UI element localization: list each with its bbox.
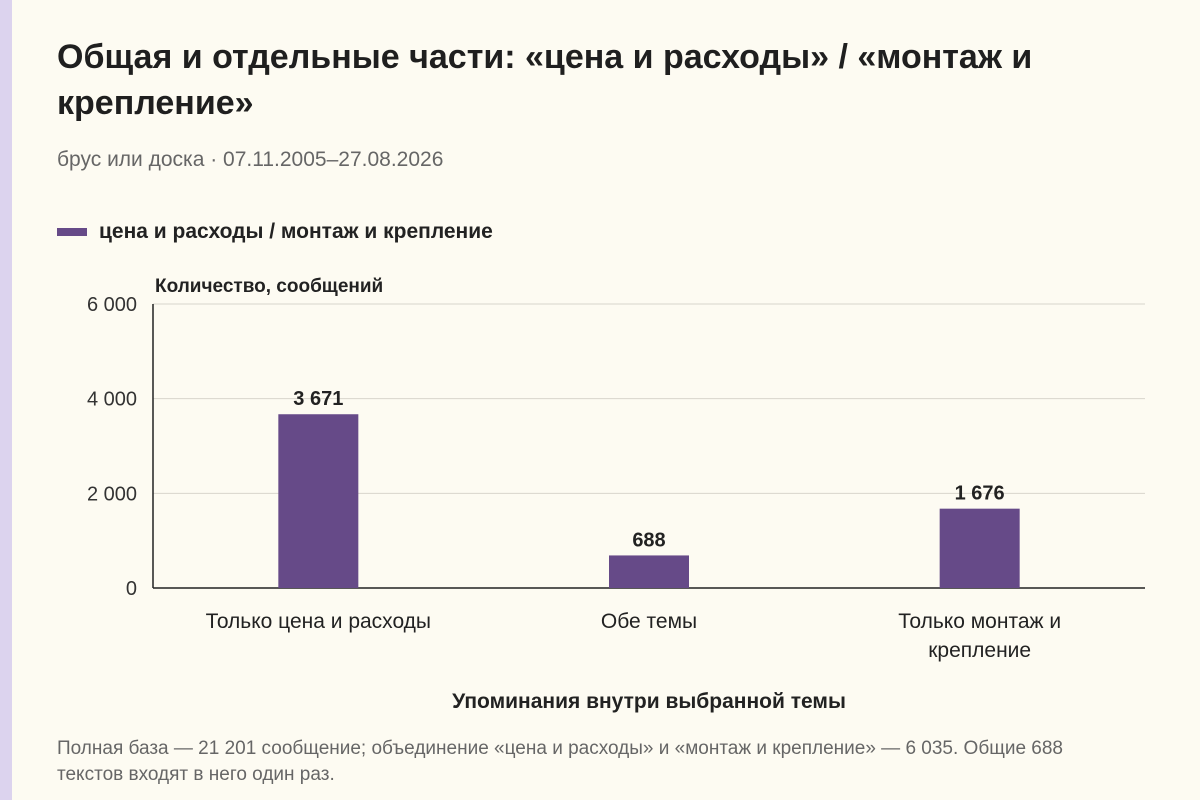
bar	[609, 555, 689, 588]
bar-value-label: 688	[632, 529, 665, 551]
legend-swatch	[57, 228, 87, 236]
y-tick-label: 6 000	[87, 294, 137, 316]
footnote: Полная база — 21 201 сообщение; объедине…	[57, 738, 1063, 785]
x-tick-label: Только цена и расходы	[206, 610, 431, 633]
y-axis-title: Количество, сообщений	[155, 276, 383, 297]
y-tick-label: 2 000	[87, 483, 137, 505]
accent-strip	[0, 0, 12, 800]
y-tick-label: 0	[126, 578, 137, 600]
bar-value-label: 3 671	[293, 388, 343, 410]
chart-title: Общая и отдельные части: «цена и расходы…	[57, 38, 1033, 122]
x-tick-label: Только монтаж и крепление	[898, 610, 1061, 662]
x-tick-label: Обе темы	[601, 610, 697, 633]
bar	[278, 414, 359, 588]
bar-chart: 0 2 000 4 000 6 000 Количество, сообщений Упо…	[87, 276, 1145, 713]
bar	[939, 508, 1020, 588]
bars	[278, 414, 1020, 588]
legend-label: цена и расходы / монтаж и крепление	[99, 220, 493, 243]
legend: цена и расходы / монтаж и крепление	[57, 218, 493, 246]
x-axis-title: Упоминания внутри выбранной темы	[452, 690, 846, 713]
chart-subtitle: брус или доска · 07.11.2005–27.08.2026	[57, 148, 444, 171]
labels: 3 671 Только цена и расходы 688 Обе темы 1 6…	[206, 388, 1061, 662]
y-tick-label: 4 000	[87, 389, 137, 411]
bar-value-label: 1 676	[955, 483, 1005, 505]
